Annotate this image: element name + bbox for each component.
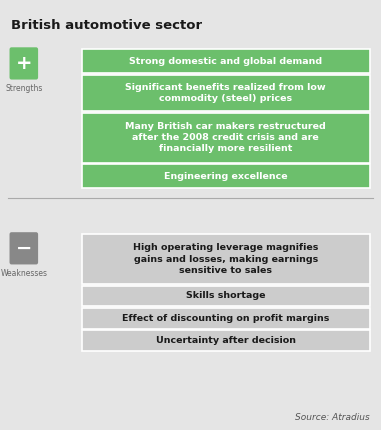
Text: Uncertainty after decision: Uncertainty after decision [156, 336, 296, 345]
Text: British automotive sector: British automotive sector [11, 19, 203, 32]
Text: High operating leverage magnifies
gains and losses, making earnings
sensitive to: High operating leverage magnifies gains … [133, 243, 319, 275]
Text: Many British car makers restructured
after the 2008 credit crisis and are
financ: Many British car makers restructured aft… [125, 122, 326, 154]
FancyBboxPatch shape [82, 75, 370, 111]
FancyBboxPatch shape [82, 164, 370, 188]
FancyBboxPatch shape [82, 286, 370, 306]
FancyBboxPatch shape [82, 234, 370, 284]
Text: Engineering excellence: Engineering excellence [164, 172, 288, 181]
FancyBboxPatch shape [82, 308, 370, 329]
Text: Skills shortage: Skills shortage [186, 292, 266, 300]
Text: Source: Atradius: Source: Atradius [295, 413, 370, 422]
FancyBboxPatch shape [10, 47, 38, 80]
Text: Strengths: Strengths [5, 84, 43, 93]
FancyBboxPatch shape [82, 49, 370, 73]
FancyBboxPatch shape [82, 113, 370, 163]
Text: Significant benefits realized from low
commodity (steel) prices: Significant benefits realized from low c… [125, 83, 326, 103]
Text: Weaknesses: Weaknesses [0, 269, 47, 278]
Text: Effect of discounting on profit margins: Effect of discounting on profit margins [122, 314, 330, 322]
Text: −: − [16, 239, 32, 258]
Text: +: + [16, 54, 32, 73]
FancyBboxPatch shape [10, 232, 38, 264]
Text: Strong domestic and global demand: Strong domestic and global demand [129, 57, 322, 66]
FancyBboxPatch shape [82, 330, 370, 351]
